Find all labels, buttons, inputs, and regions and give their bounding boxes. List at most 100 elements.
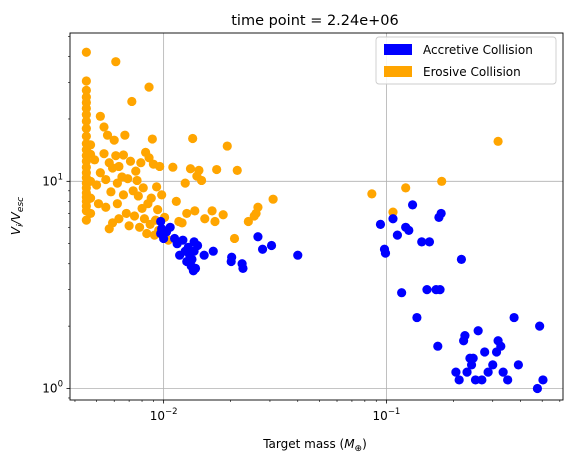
erosive-point [132,175,142,186]
erosive-point [124,221,134,231]
erosive-point [85,208,96,219]
erosive-point [134,222,145,232]
erosive-point [153,205,163,215]
erosive-point [99,122,109,132]
chart-title: time point = 2.24e+06 [231,13,399,29]
legend-box [375,36,557,85]
y-tick-label: 101 [42,172,63,188]
accretive-point [412,312,422,323]
erosive-point [102,130,113,140]
erosive-point [106,187,116,197]
accretive-point [178,235,188,245]
accretive-point [165,222,175,232]
erosive-point [243,216,253,227]
erosive-point [95,168,105,178]
erosive-point [81,215,91,225]
accretive-point [509,312,519,323]
x-tick-label: 10−2 [150,407,178,423]
erosive-point [136,158,146,168]
erosive-point [85,193,96,203]
y-axis-title: Vi/Vesc [9,197,26,235]
accretive-point [460,331,470,341]
erosive-point [207,206,217,216]
erosive-point [152,182,162,192]
accretive-point [538,375,548,385]
accretive-point [253,232,263,242]
accretive-point [397,288,407,298]
erosive-point [81,47,91,57]
erosive-point [185,164,196,174]
erosive-point [155,161,165,172]
x-axis-title: Target mass (M⊕) [262,437,367,454]
plot-frame [69,32,564,401]
erosive-point [139,214,150,224]
erosive-point [133,191,143,201]
erosive-point [168,162,178,172]
accretive-point [433,341,443,351]
erosive-point [118,190,129,200]
accretive-point [266,240,277,251]
accretive-point [375,219,386,229]
accretive-point [293,250,303,260]
accretive-point [436,208,446,219]
accretive-point [380,248,391,258]
x-tick-label: 10−1 [373,407,401,423]
erosive-point [123,174,133,184]
erosive-point [401,183,411,193]
erosive-point [129,211,140,221]
erosive-point [188,133,198,144]
erosive-point [118,150,129,160]
accretive-point [488,360,498,370]
erosive-point [190,206,200,216]
erosive-point [222,141,232,151]
erosive-point [144,153,154,163]
erosive-point [210,216,220,227]
erosive-point [146,193,156,203]
accretive-point [503,375,513,385]
accretive-point [190,263,201,273]
accretive-point [477,375,487,385]
accretive-point [496,341,506,351]
erosive-point [180,178,190,188]
legend: Accretive Collision Erosive Collision [375,36,557,85]
erosive-point [111,151,121,161]
erosive-point [493,136,503,146]
erosive-point [81,109,91,120]
erosive-point [131,166,141,176]
legend-swatch-accretive [384,44,412,55]
accretive-point [238,263,248,273]
erosive-point [81,123,91,134]
accretive-point [424,237,435,247]
accretive-point [227,252,237,262]
erosive-point [253,202,263,212]
accretive-point [468,353,478,363]
accretive-point [422,285,432,295]
erosive-point [127,96,137,107]
accretive-point [473,326,483,336]
erosive-point [81,131,91,141]
erosive-point [388,207,398,217]
accretive-point [456,254,467,264]
accretive-point [404,225,414,235]
erosive-point [182,208,192,219]
erosive-point [268,194,278,204]
erosive-point [109,135,119,145]
accretive-point [462,367,472,377]
erosive-point [91,180,102,190]
erosive-point [229,233,240,244]
erosive-point [367,189,377,199]
accretive-point [470,375,481,385]
accretive-point [257,244,268,254]
accretive-point [417,237,427,247]
erosive-point [125,156,136,166]
accretive-point [435,285,445,295]
erosive-point [194,165,204,175]
accretive-point [199,250,209,260]
accretive-point [192,240,203,251]
erosive-point [101,202,111,212]
erosive-point [85,140,96,150]
erosive-point [120,130,130,140]
accretive-point [156,216,166,227]
data-points [81,47,548,394]
